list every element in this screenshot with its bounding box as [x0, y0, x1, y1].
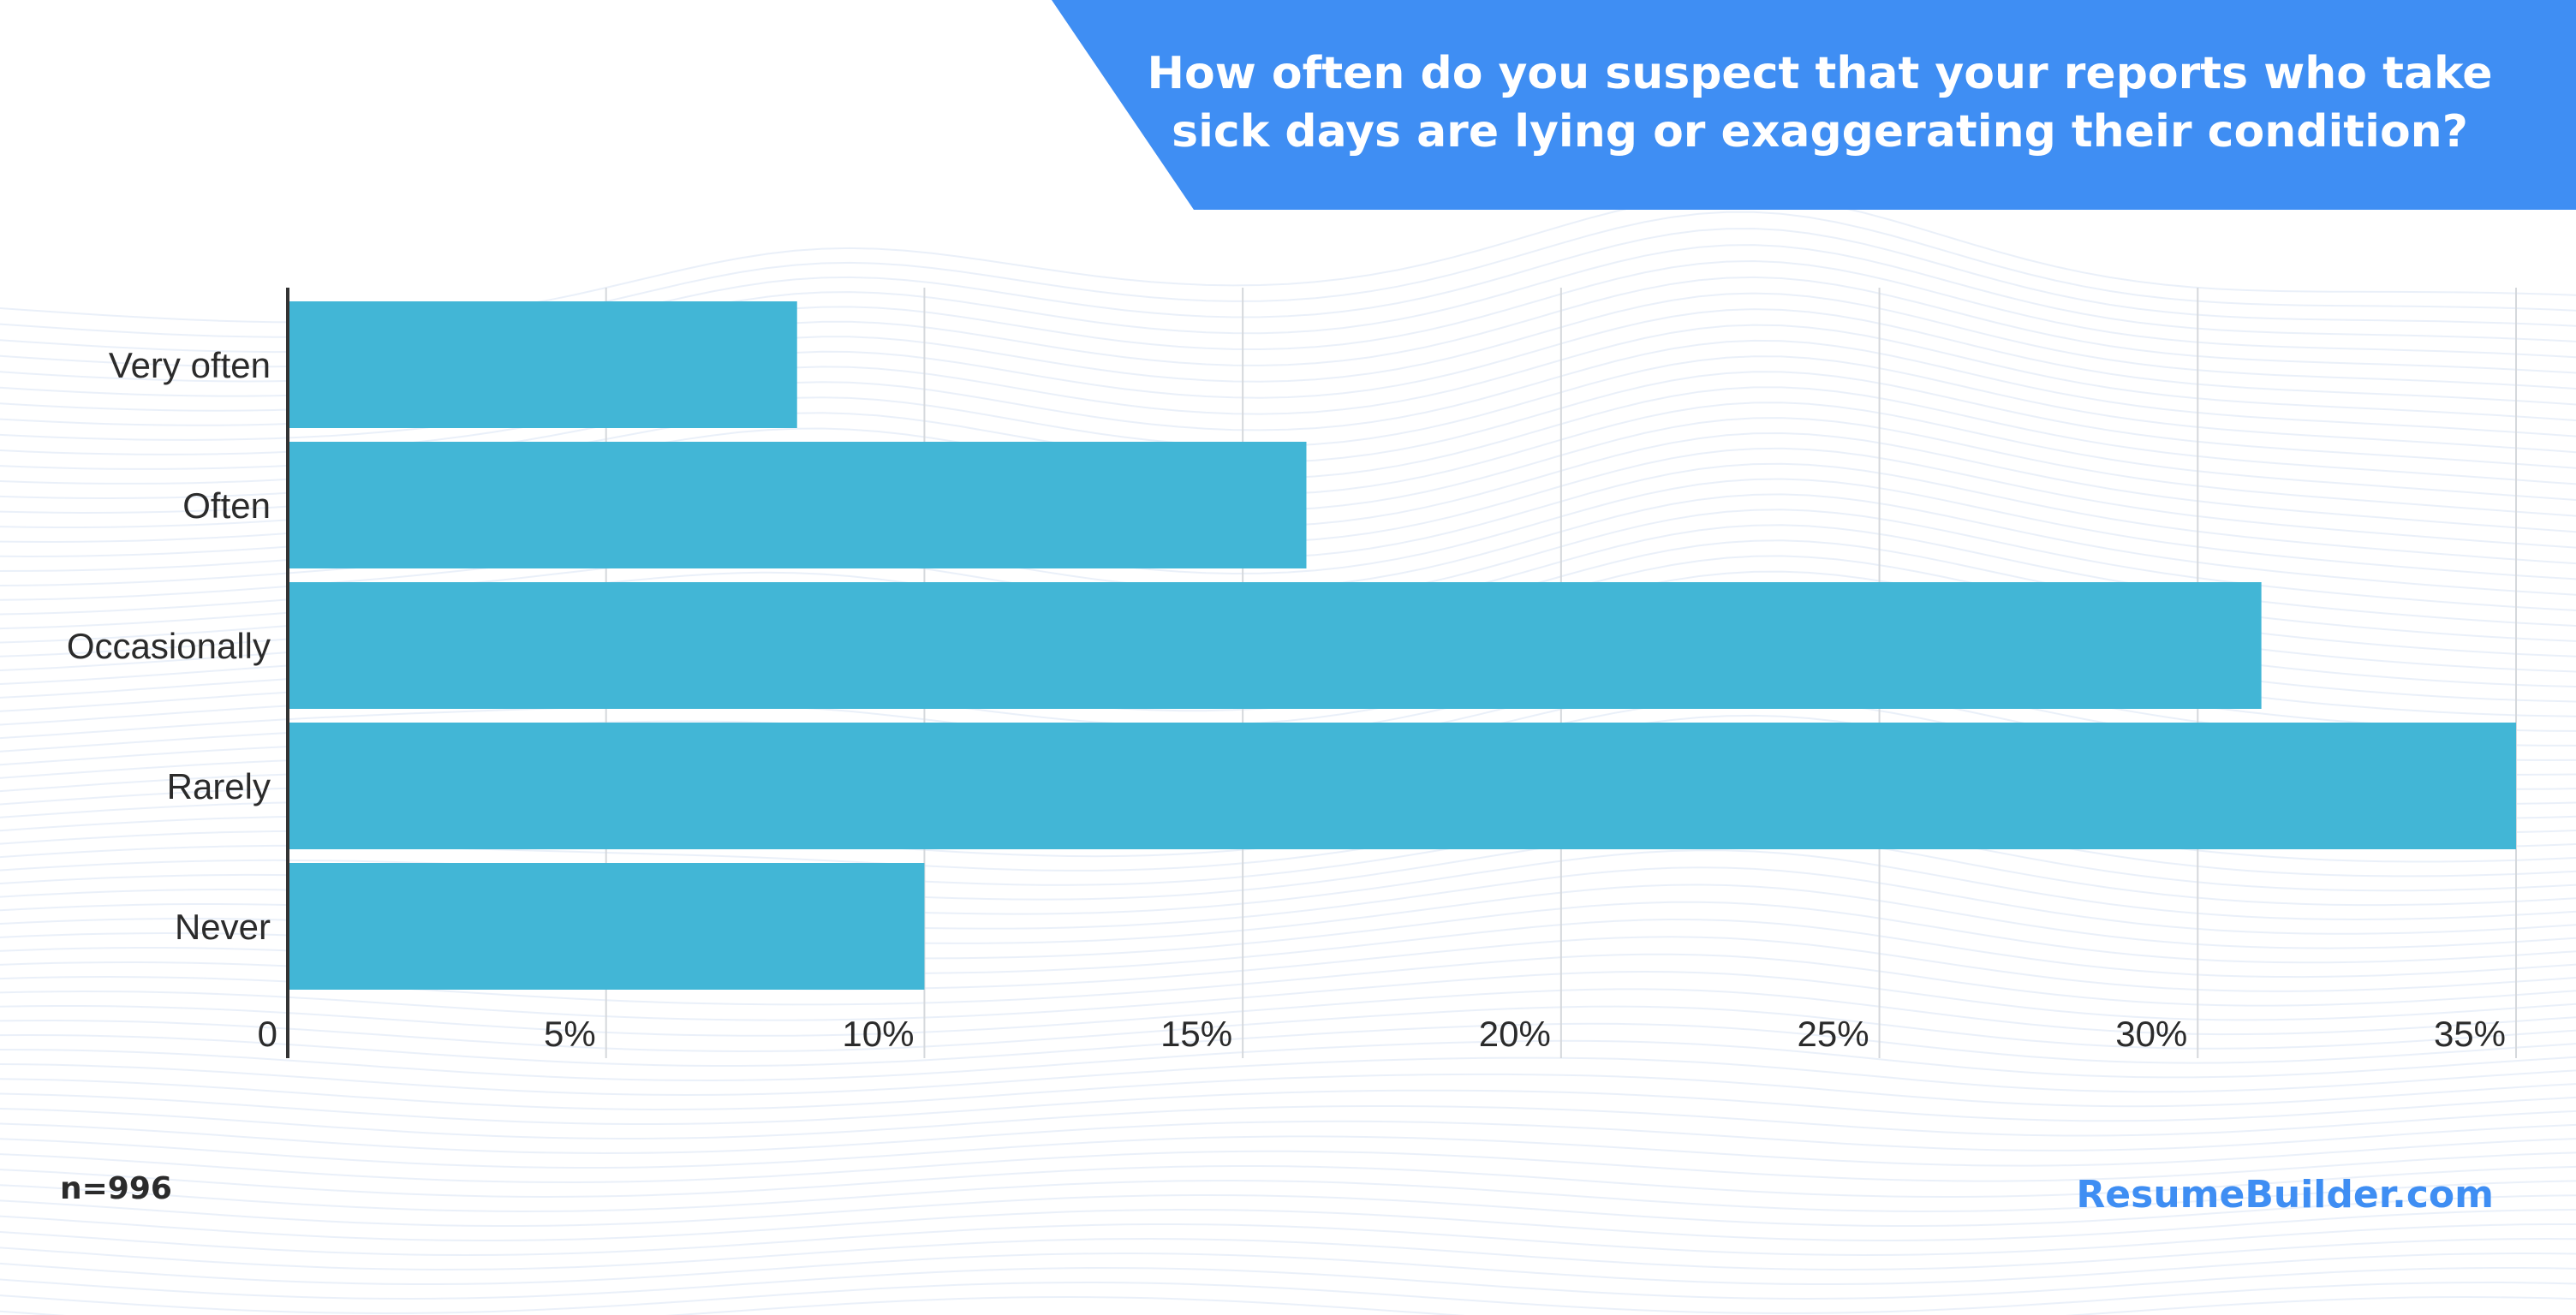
category-label: Occasionally: [67, 626, 271, 666]
category-label: Often: [182, 485, 271, 526]
x-tick-label: 15%: [1160, 1014, 1232, 1054]
wave-line: [0, 339, 2576, 455]
title-banner-shape: [1052, 0, 2576, 210]
x-tick-label: 35%: [2434, 1014, 2506, 1054]
wave-line: [0, 1208, 2576, 1242]
wave-line: [0, 1252, 2576, 1285]
brand-logo-text: ResumeBuilder.com: [2076, 1173, 2494, 1217]
wave-line: [0, 1039, 2576, 1082]
x-tick-label: 30%: [2115, 1014, 2187, 1054]
bars: [288, 301, 2516, 990]
wave-line: [0, 1105, 2576, 1140]
wave-line: [0, 953, 2576, 1007]
category-label: Very often: [109, 345, 271, 385]
wave-line: [0, 1135, 2576, 1169]
category-label: Rarely: [167, 766, 271, 806]
bar-rarely: [288, 723, 2516, 849]
x-tick-label: 0: [258, 1014, 277, 1054]
category-label: Never: [175, 907, 271, 947]
title-banner: [1052, 0, 2576, 210]
x-tick-label: 5%: [544, 1014, 596, 1054]
wave-line: [0, 1150, 2576, 1184]
chart-title: How often do you suspect that your repor…: [1147, 48, 2493, 158]
x-tick-label: 25%: [1798, 1014, 1869, 1054]
wave-line: [0, 970, 2576, 1021]
wave-line: [0, 1179, 2576, 1213]
wave-line: [0, 1022, 2576, 1067]
wave-line: [0, 1073, 2576, 1111]
wave-line: [0, 1120, 2576, 1155]
x-tick-label: 20%: [1479, 1014, 1551, 1054]
x-tick-label: 10%: [842, 1014, 914, 1054]
wave-line: [0, 1165, 2576, 1199]
wave-line: [0, 1266, 2576, 1300]
bar-occasionally: [288, 582, 2262, 709]
bar-often: [288, 442, 1307, 568]
wave-line: [0, 1056, 2576, 1097]
wave-line: [0, 1089, 2576, 1125]
sample-size-note: n=996: [60, 1171, 172, 1206]
wave-line: [0, 1281, 2576, 1315]
x-tick-labels: 0 5% 10% 15% 20% 25% 30% 35%: [258, 1014, 2506, 1054]
wave-line: [0, 1223, 2576, 1257]
wave-line: [0, 1193, 2576, 1227]
category-labels: Very often Often Occasionally Rarely Never: [67, 345, 271, 947]
wave-line: [0, 1295, 2576, 1315]
wave-line: [0, 1237, 2576, 1271]
wave-line: [0, 1005, 2576, 1053]
wave-line: [0, 988, 2576, 1037]
bar-never: [288, 863, 925, 990]
bar-very-often: [288, 301, 797, 428]
